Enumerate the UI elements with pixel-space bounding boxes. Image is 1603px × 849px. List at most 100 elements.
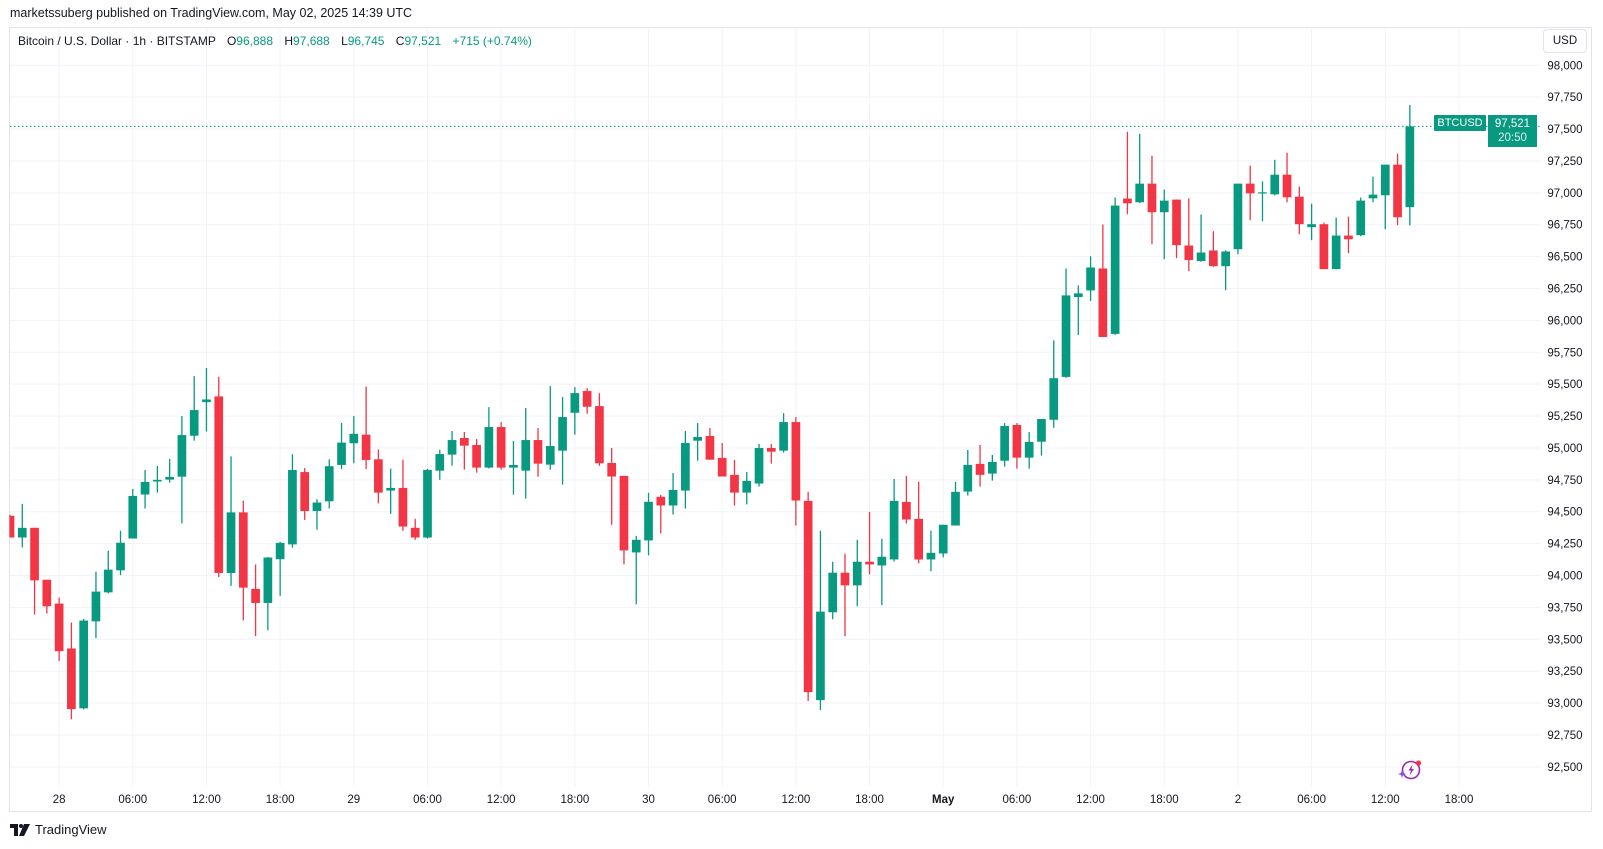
candle-down[interactable]	[1282, 152, 1292, 203]
candle-up[interactable]	[91, 571, 101, 639]
candle-up[interactable]	[754, 444, 764, 487]
candle-down[interactable]	[1393, 153, 1402, 226]
candle-up[interactable]	[816, 530, 825, 711]
candle-up[interactable]	[938, 524, 948, 558]
candle-up[interactable]	[386, 468, 396, 514]
candle-up[interactable]	[1110, 197, 1120, 335]
candle-up[interactable]	[128, 488, 138, 539]
candle-down[interactable]	[1294, 186, 1304, 235]
candle-up[interactable]	[693, 423, 702, 461]
candle-up[interactable]	[140, 469, 150, 509]
candle-down[interactable]	[472, 439, 481, 473]
candle-down[interactable]	[595, 393, 604, 466]
candle-down[interactable]	[42, 579, 52, 614]
candle-up[interactable]	[828, 561, 838, 620]
candle-up[interactable]	[877, 538, 887, 606]
candle-up[interactable]	[226, 456, 236, 586]
candle-up[interactable]	[484, 407, 494, 469]
candle-down[interactable]	[656, 494, 666, 534]
candle-down[interactable]	[1012, 423, 1022, 469]
candle-up[interactable]	[17, 503, 27, 548]
candle-up[interactable]	[1307, 203, 1316, 241]
candle-up[interactable]	[79, 618, 89, 710]
candle-down[interactable]	[766, 444, 776, 464]
candle-down[interactable]	[902, 475, 911, 524]
candle-up[interactable]	[447, 430, 457, 466]
candle-up[interactable]	[926, 530, 936, 572]
candle-up[interactable]	[435, 449, 445, 480]
candle-up[interactable]	[889, 478, 899, 562]
candle-up[interactable]	[558, 397, 567, 485]
candle-up[interactable]	[275, 541, 285, 596]
candle-down[interactable]	[374, 449, 383, 504]
candle-up[interactable]	[324, 459, 334, 509]
candle-down[interactable]	[300, 468, 310, 520]
candle-down[interactable]	[582, 388, 592, 414]
candle-up[interactable]	[545, 386, 555, 470]
candle-up[interactable]	[742, 471, 752, 505]
candle-up[interactable]	[1000, 423, 1009, 467]
candle-up[interactable]	[951, 481, 960, 526]
candle-up[interactable]	[1037, 419, 1046, 456]
candle-up[interactable]	[1061, 268, 1071, 378]
candle-up[interactable]	[963, 449, 973, 496]
candle-up[interactable]	[987, 454, 997, 481]
candle-up[interactable]	[1270, 159, 1280, 196]
candle-down[interactable]	[791, 417, 801, 526]
candle-up[interactable]	[1196, 214, 1206, 262]
candle-up[interactable]	[288, 454, 297, 548]
candle-down[interactable]	[1147, 155, 1157, 245]
candle-down[interactable]	[9, 514, 15, 538]
candle-down[interactable]	[533, 428, 543, 477]
candle-down[interactable]	[496, 422, 506, 470]
candle-up[interactable]	[1356, 197, 1366, 237]
candle-down[interactable]	[1172, 199, 1181, 259]
candle-down[interactable]	[730, 459, 739, 506]
candle-down[interactable]	[1123, 131, 1132, 215]
currency-button[interactable]: USD	[1543, 29, 1587, 53]
candle-up[interactable]	[189, 376, 199, 441]
candle-up[interactable]	[668, 472, 678, 515]
candle-up[interactable]	[1405, 105, 1415, 226]
candle-up[interactable]	[852, 539, 862, 607]
candle-up[interactable]	[423, 468, 432, 539]
candle-down[interactable]	[619, 475, 629, 565]
candle-up[interactable]	[1049, 340, 1059, 428]
candle-up[interactable]	[153, 465, 162, 493]
candle-up[interactable]	[1258, 181, 1267, 222]
candle-up[interactable]	[681, 430, 690, 509]
candle-down[interactable]	[705, 428, 715, 460]
candle-down[interactable]	[840, 553, 850, 637]
candle-up[interactable]	[349, 416, 359, 464]
candle-up[interactable]	[202, 367, 211, 432]
candle-down[interactable]	[67, 622, 76, 720]
candle-up[interactable]	[509, 440, 518, 495]
candle-up[interactable]	[521, 408, 531, 499]
candle-down[interactable]	[803, 491, 813, 702]
candle-up[interactable]	[644, 492, 653, 556]
candle-down[interactable]	[361, 386, 371, 470]
candle-down[interactable]	[1209, 231, 1218, 267]
candle-up[interactable]	[1233, 183, 1243, 255]
candle-down[interactable]	[1245, 165, 1255, 221]
candle-down[interactable]	[410, 518, 420, 540]
candle-up[interactable]	[165, 458, 174, 483]
candle-down[interactable]	[1184, 198, 1194, 272]
candle-down[interactable]	[914, 481, 924, 564]
candle-up[interactable]	[1221, 250, 1230, 291]
footer-brand[interactable]: TradingView	[10, 822, 107, 837]
lightning-sparkle-icon[interactable]	[1396, 758, 1424, 787]
candle-down[interactable]	[717, 442, 727, 477]
candle-down[interactable]	[975, 445, 985, 487]
candle-up[interactable]	[116, 530, 125, 576]
candle-down[interactable]	[459, 432, 469, 470]
candle-down[interactable]	[607, 447, 617, 525]
candle-down[interactable]	[398, 459, 408, 531]
candle-down[interactable]	[251, 564, 260, 637]
candle-down[interactable]	[1344, 216, 1353, 254]
candle-up[interactable]	[1368, 176, 1378, 203]
candle-down[interactable]	[1098, 224, 1108, 337]
candle-up[interactable]	[1159, 189, 1169, 260]
candle-up[interactable]	[312, 499, 322, 530]
